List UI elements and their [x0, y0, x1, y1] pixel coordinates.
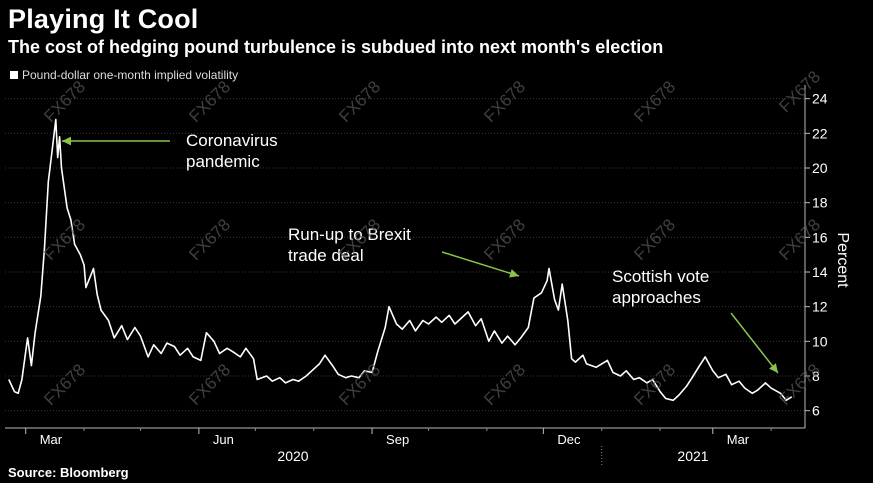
- y-tick-label: 6: [812, 403, 820, 419]
- y-tick-label: 20: [812, 160, 828, 176]
- annotation-arrow-scottish: [730, 312, 779, 374]
- x-tick-label: Mar: [40, 432, 63, 447]
- y-tick-label: 16: [812, 229, 828, 245]
- y-axis-label: Percent: [834, 232, 851, 288]
- y-tick-label: 8: [812, 368, 820, 384]
- source-note: Source: Bloomberg: [8, 465, 129, 480]
- chart-title: Playing It Cool: [8, 4, 199, 34]
- x-tick-label: Dec: [557, 432, 581, 447]
- y-tick-label: 24: [812, 91, 828, 107]
- series-line: [8, 118, 793, 402]
- annotation-scottish: Scottish vote approaches: [612, 267, 709, 307]
- legend-swatch: [10, 71, 18, 79]
- x-year-label: 2021: [677, 448, 708, 464]
- annotation-coronavirus: Coronavirus pandemic: [186, 131, 278, 171]
- x-tick-label: Sep: [386, 432, 409, 447]
- chart-subtitle: The cost of hedging pound turbulence is …: [8, 37, 664, 57]
- y-tick-label: 14: [812, 264, 828, 280]
- y-tick-label: 10: [812, 333, 828, 349]
- annotation-arrow-brexit-head: [509, 269, 519, 278]
- annotation-arrow-coronavirus-head: [62, 136, 72, 146]
- y-tick-label: 12: [812, 299, 828, 315]
- y-tick-label: 18: [812, 195, 828, 211]
- legend-label: Pound-dollar one-month implied volatilit…: [22, 68, 239, 82]
- legend: Pound-dollar one-month implied volatilit…: [10, 68, 238, 82]
- x-tick-label: Jun: [213, 432, 234, 447]
- y-tick-label: 22: [812, 125, 828, 141]
- annotation-brexit: Run-up to Brexit trade deal: [288, 225, 411, 265]
- x-tick-label: Mar: [727, 432, 750, 447]
- x-year-label: 2020: [277, 448, 308, 464]
- annotation-arrow-brexit: [441, 251, 520, 277]
- annotation-arrow-scottish-head: [769, 363, 778, 373]
